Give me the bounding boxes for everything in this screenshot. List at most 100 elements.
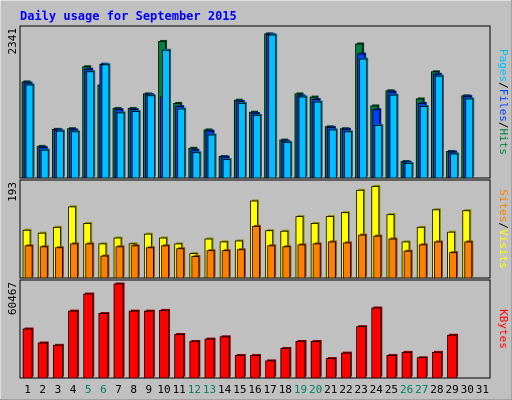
- bar-face: [56, 130, 64, 179]
- x-tick-label: 11: [173, 383, 186, 396]
- bar-face: [313, 101, 322, 179]
- bar-face: [115, 246, 124, 279]
- bar-pages-day-24: [374, 124, 384, 179]
- bar-kbytes-day-22: [341, 351, 352, 379]
- series-legend-label: KBytes: [497, 309, 510, 349]
- bar-kbytes-day-25: [386, 353, 398, 379]
- bar-face: [37, 342, 48, 379]
- bar-face: [312, 243, 321, 279]
- x-tick-label: 22: [339, 383, 352, 396]
- x-axis: 1 2 3 4 5 6 7 8 9 10 11 12 13 14 15 16 17 18 19 20 21 22 23 24 2…: [24, 383, 489, 396]
- y-max-label: 60467: [6, 282, 19, 315]
- bar-sites-day-17: [267, 244, 277, 279]
- bar-face: [389, 94, 398, 179]
- legend-part: KBytes: [497, 309, 510, 349]
- bar-kbytes-day-12: [189, 339, 201, 379]
- bar-face: [250, 355, 260, 379]
- bar-face: [207, 134, 216, 179]
- x-tick-label: 2: [39, 383, 46, 396]
- bar-kbytes-day-10: [159, 308, 171, 379]
- x-tick-label: 31: [476, 383, 489, 396]
- bar-pages-day-30: [465, 97, 475, 179]
- bar-face: [189, 341, 200, 379]
- legend-part: /: [497, 82, 510, 89]
- bar-kbytes-day-11: [174, 332, 186, 379]
- x-tick-label: 5: [85, 383, 92, 396]
- bar-sites-day-28: [434, 240, 443, 279]
- bar-face: [419, 106, 428, 179]
- bar-sites-day-8: [130, 244, 140, 279]
- x-tick-label: 21: [324, 383, 337, 396]
- bar-pages-day-17: [268, 33, 278, 179]
- bar-face: [450, 153, 458, 179]
- bar-face: [55, 247, 63, 279]
- bar-pages-day-20: [313, 100, 323, 179]
- bar-kbytes-day-7: [113, 282, 125, 379]
- bar-face: [98, 313, 109, 379]
- bar-sites-day-30: [464, 240, 474, 279]
- bar-kbytes-day-24: [371, 306, 383, 379]
- bar-face: [388, 238, 397, 279]
- bar-pages-day-25: [389, 93, 399, 179]
- x-tick-label: 17: [264, 383, 277, 396]
- x-tick-label: 16: [248, 383, 261, 396]
- x-tick-label: 7: [115, 383, 122, 396]
- x-tick-label: 23: [355, 383, 368, 396]
- bar-sites-day-21: [327, 240, 337, 279]
- bar-face: [386, 355, 397, 379]
- x-tick-label: 26: [400, 383, 413, 396]
- bar-face: [327, 241, 336, 279]
- bar-kbytes-day-4: [68, 309, 80, 379]
- bar-face: [71, 131, 79, 179]
- bar-kbytes-day-26: [401, 350, 413, 379]
- bar-face: [358, 234, 367, 279]
- bar-face: [325, 358, 336, 379]
- bar-face: [53, 344, 63, 379]
- bar-pages-day-23: [359, 57, 369, 179]
- bar-face: [86, 71, 95, 179]
- bar-sites-day-16: [252, 224, 261, 279]
- x-tick-label: 3: [55, 383, 62, 396]
- bar-face: [24, 245, 33, 279]
- bar-pages-day-29: [450, 152, 460, 179]
- x-tick-label: 18: [279, 383, 292, 396]
- bar-face: [219, 336, 230, 379]
- bar-face: [252, 225, 260, 279]
- x-tick-label: 25: [385, 383, 398, 396]
- bar-kbytes-day-16: [250, 353, 261, 379]
- bar-sites-day-25: [388, 237, 398, 279]
- x-tick-label: 8: [130, 383, 137, 396]
- bar-kbytes-day-29: [447, 333, 459, 379]
- x-tick-label: 14: [218, 383, 232, 396]
- panel-kbytes: 60467 KBytes: [6, 279, 510, 379]
- bar-pages-day-2: [40, 148, 50, 179]
- bar-pages-day-5: [86, 70, 96, 179]
- bar-face: [222, 159, 231, 179]
- bar-face: [234, 355, 245, 379]
- bar-face: [25, 84, 34, 179]
- legend-part: Sites: [497, 189, 510, 222]
- bar-face: [131, 111, 140, 179]
- bar-face: [206, 250, 215, 279]
- bar-face: [101, 64, 110, 179]
- bar-sites-day-27: [418, 243, 428, 279]
- bar-face: [435, 75, 443, 179]
- x-tick-label: 29: [445, 383, 458, 396]
- bar-kbytes-day-21: [325, 357, 337, 379]
- legend-part: /: [497, 222, 510, 229]
- bar-sites-day-23: [358, 233, 368, 279]
- bar-kbytes-day-27: [416, 356, 428, 379]
- bar-sites-day-11: [176, 247, 186, 279]
- bar-pages-day-27: [419, 105, 429, 179]
- bar-face: [298, 96, 307, 179]
- bar-sites-day-20: [312, 242, 322, 279]
- bar-face: [162, 49, 170, 179]
- bar-sites-day-2: [39, 245, 49, 279]
- bar-face: [128, 310, 139, 379]
- chart-title: Daily usage for September 2015: [20, 9, 237, 23]
- series-legend-label: Pages/Files/Hits: [497, 49, 510, 155]
- bar-face: [282, 246, 291, 279]
- legend-part: Pages: [497, 49, 510, 82]
- bar-face: [192, 152, 201, 179]
